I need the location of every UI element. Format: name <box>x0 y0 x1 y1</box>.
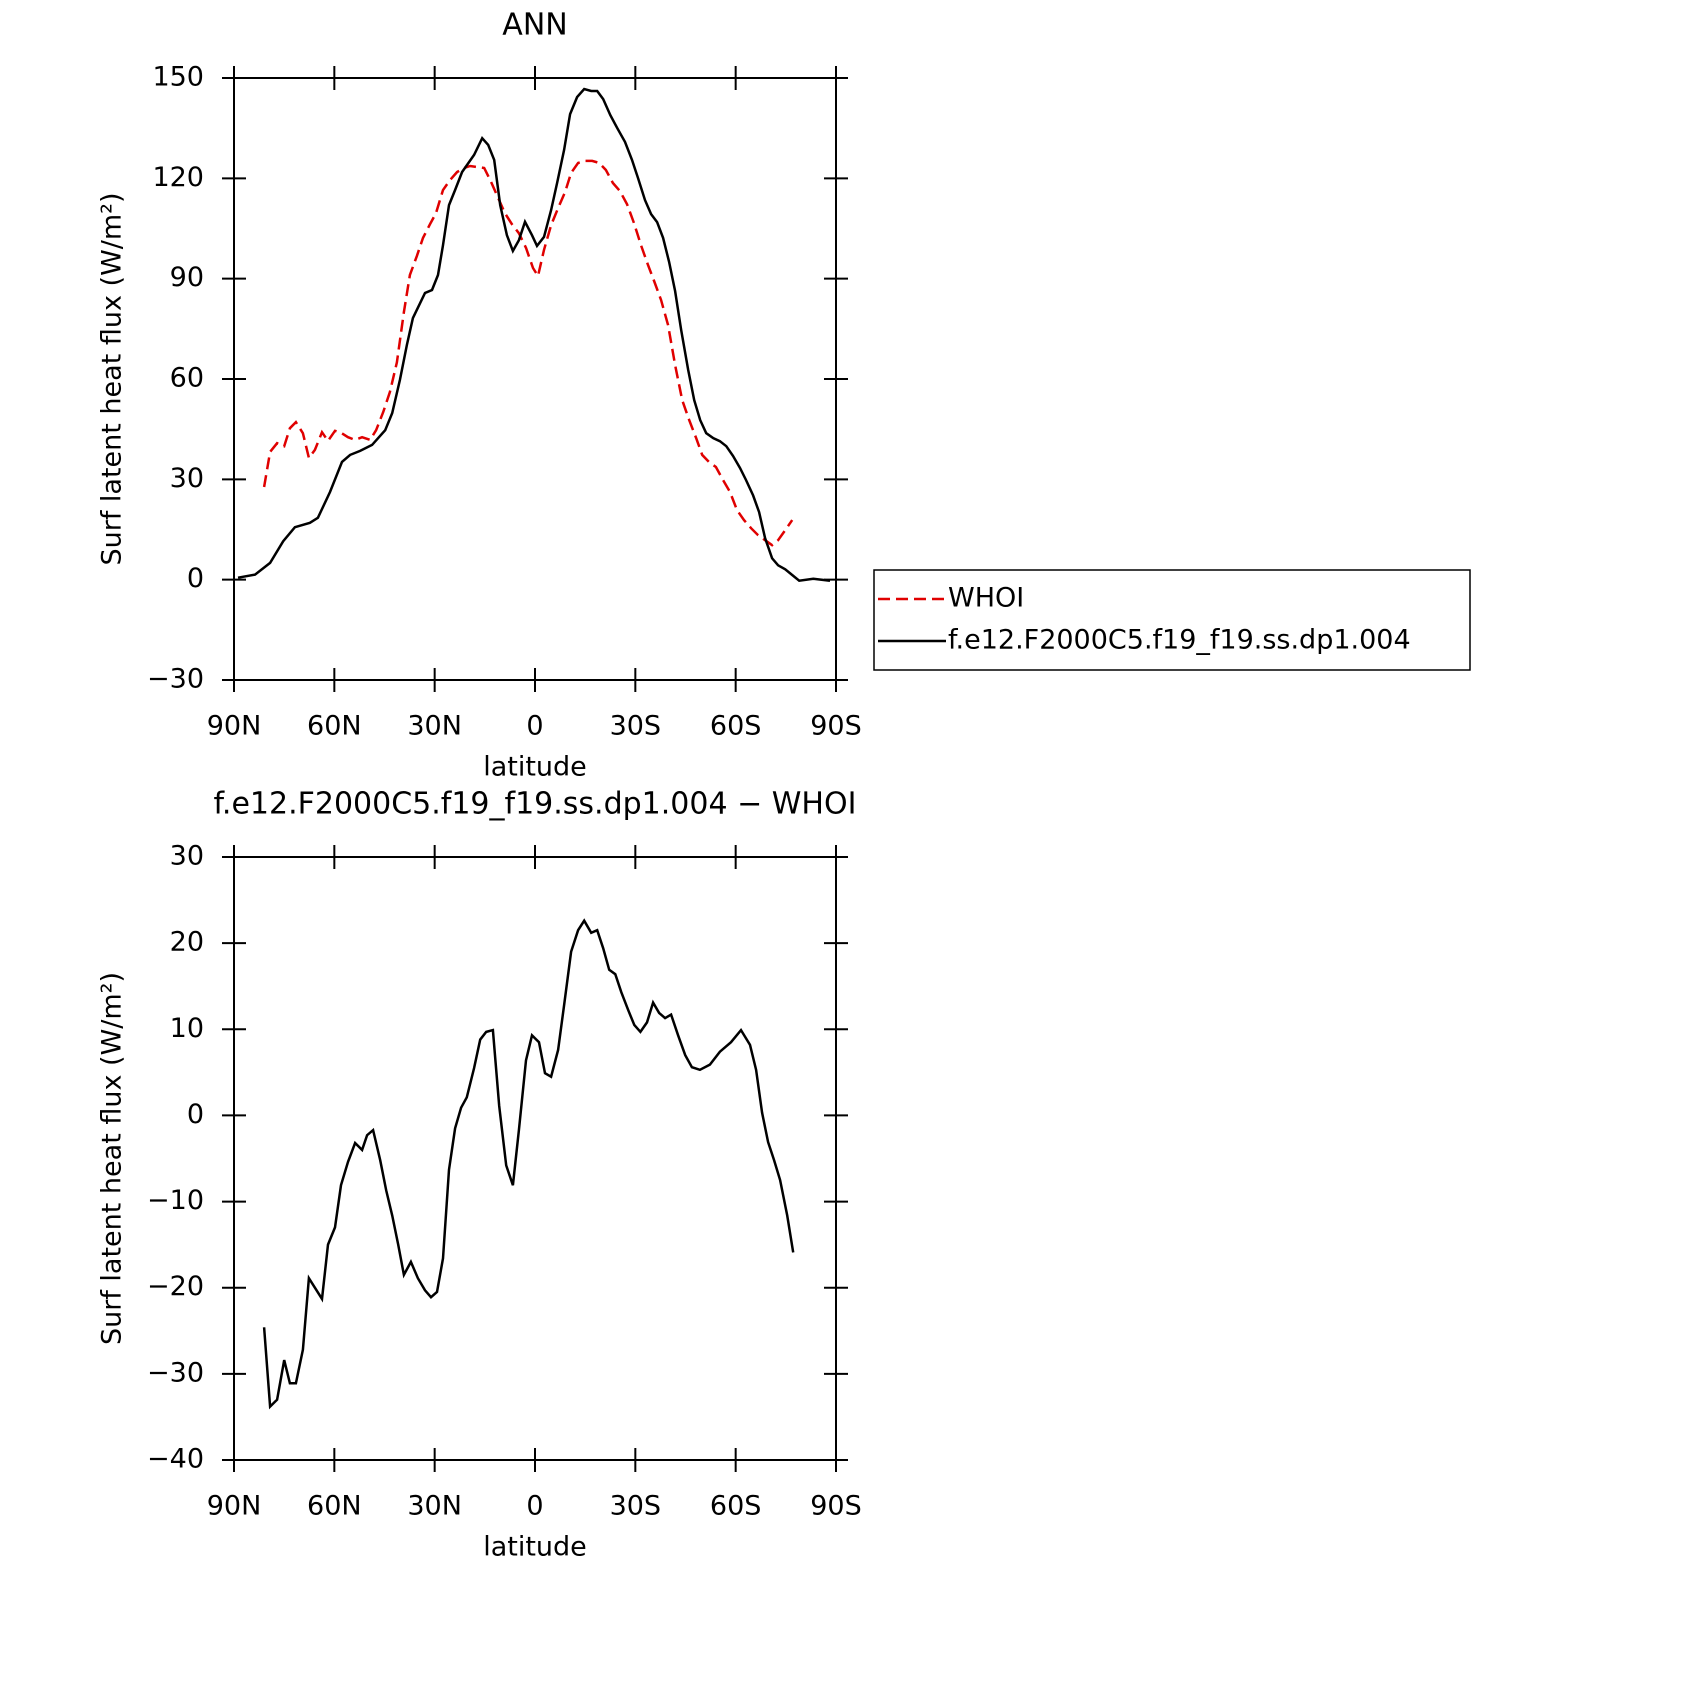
x-tick-label: 0 <box>526 1491 543 1522</box>
data-line <box>262 159 794 547</box>
chart-title: f.e12.F2000C5.f19_f19.ss.dp1.004 − WHOI <box>214 787 857 822</box>
x-tick-label: 60S <box>710 711 762 742</box>
legend-box <box>873 569 1471 671</box>
plot-frame <box>233 856 837 1461</box>
x-tick-label: 30N <box>407 711 462 742</box>
x-tick-label: 60S <box>710 1491 762 1522</box>
x-tick-label: 90S <box>810 1491 862 1522</box>
x-tick-label: 30N <box>407 1491 462 1522</box>
data-line <box>237 87 831 583</box>
x-tick-label: 30S <box>610 711 662 742</box>
y-tick-label: 10 <box>170 1013 204 1044</box>
y-tick-label: 20 <box>170 927 204 958</box>
x-tick-label: 90N <box>207 711 262 742</box>
y-tick-label: −30 <box>147 664 204 695</box>
y-tick-label: −20 <box>147 1271 204 1302</box>
y-tick-label: −40 <box>147 1444 204 1475</box>
y-tick-label: 30 <box>170 463 204 494</box>
x-tick-label: 90S <box>810 711 862 742</box>
y-tick-label: −30 <box>147 1357 204 1388</box>
legend-label: f.e12.F2000C5.f19_f19.ss.dp1.004 <box>948 625 1411 656</box>
x-tick-label: 0 <box>526 711 543 742</box>
x-tick-label: 90N <box>207 1491 262 1522</box>
data-line <box>262 918 795 1410</box>
y-tick-label: 120 <box>152 162 204 193</box>
y-tick-label: −10 <box>147 1185 204 1216</box>
y-tick-label: 60 <box>170 363 204 394</box>
x-tick-label: 60N <box>307 711 362 742</box>
chart-title: ANN <box>502 8 567 43</box>
legend-label: WHOI <box>948 583 1024 614</box>
y-axis-label: Surf latent heat flux (W/m²) <box>97 972 128 1345</box>
y-tick-label: 0 <box>187 563 204 594</box>
x-tick-label: 30S <box>610 1491 662 1522</box>
x-tick-label: 60N <box>307 1491 362 1522</box>
y-axis-label: Surf latent heat flux (W/m²) <box>97 192 128 565</box>
y-tick-label: 30 <box>170 841 204 872</box>
y-tick-label: 0 <box>187 1099 204 1130</box>
y-tick-label: 150 <box>152 62 204 93</box>
y-tick-label: 90 <box>170 262 204 293</box>
x-axis-label: latitude <box>483 752 587 783</box>
x-axis-label: latitude <box>483 1532 587 1563</box>
plot-frame <box>233 77 837 681</box>
